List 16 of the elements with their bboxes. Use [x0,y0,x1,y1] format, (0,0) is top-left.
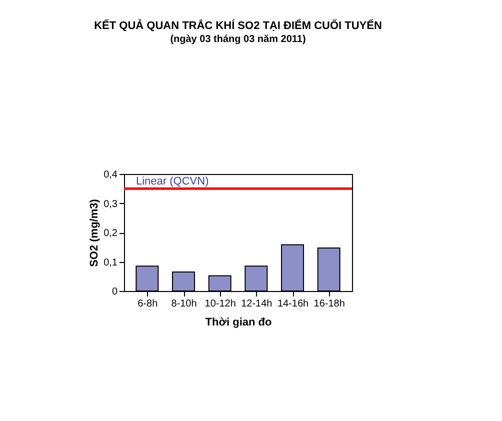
x-tick-label: 16-18h [314,298,345,310]
x-tick-label: 10-12h [204,298,236,310]
x-tick-label: 14-16h [277,298,309,310]
y-tick-label: 0,4 [104,170,118,180]
y-axis-title: SO2 (mg/m3) [88,198,101,267]
x-tick-label: 12-14h [241,298,272,310]
y-tick-label: 0,3 [104,198,118,210]
y-tick-label: 0 [112,286,118,298]
chart-subtitle: (ngày 03 tháng 03 năm 2011) [170,34,306,45]
ref-line-label: Linear (QCVN) [136,176,209,188]
x-tick-label: 6-8h [138,298,158,310]
x-tick-label: 8-10h [171,298,197,310]
y-tick-label: 0,1 [104,257,118,268]
x-axis-title: Thời gian đo [205,316,272,328]
y-tick-label: 0,2 [104,228,118,239]
chart-title: KẾT QUẢ QUAN TRẮC KHÍ SO2 TẠI ĐIỂM CUỐI TUYẾN [94,19,382,32]
